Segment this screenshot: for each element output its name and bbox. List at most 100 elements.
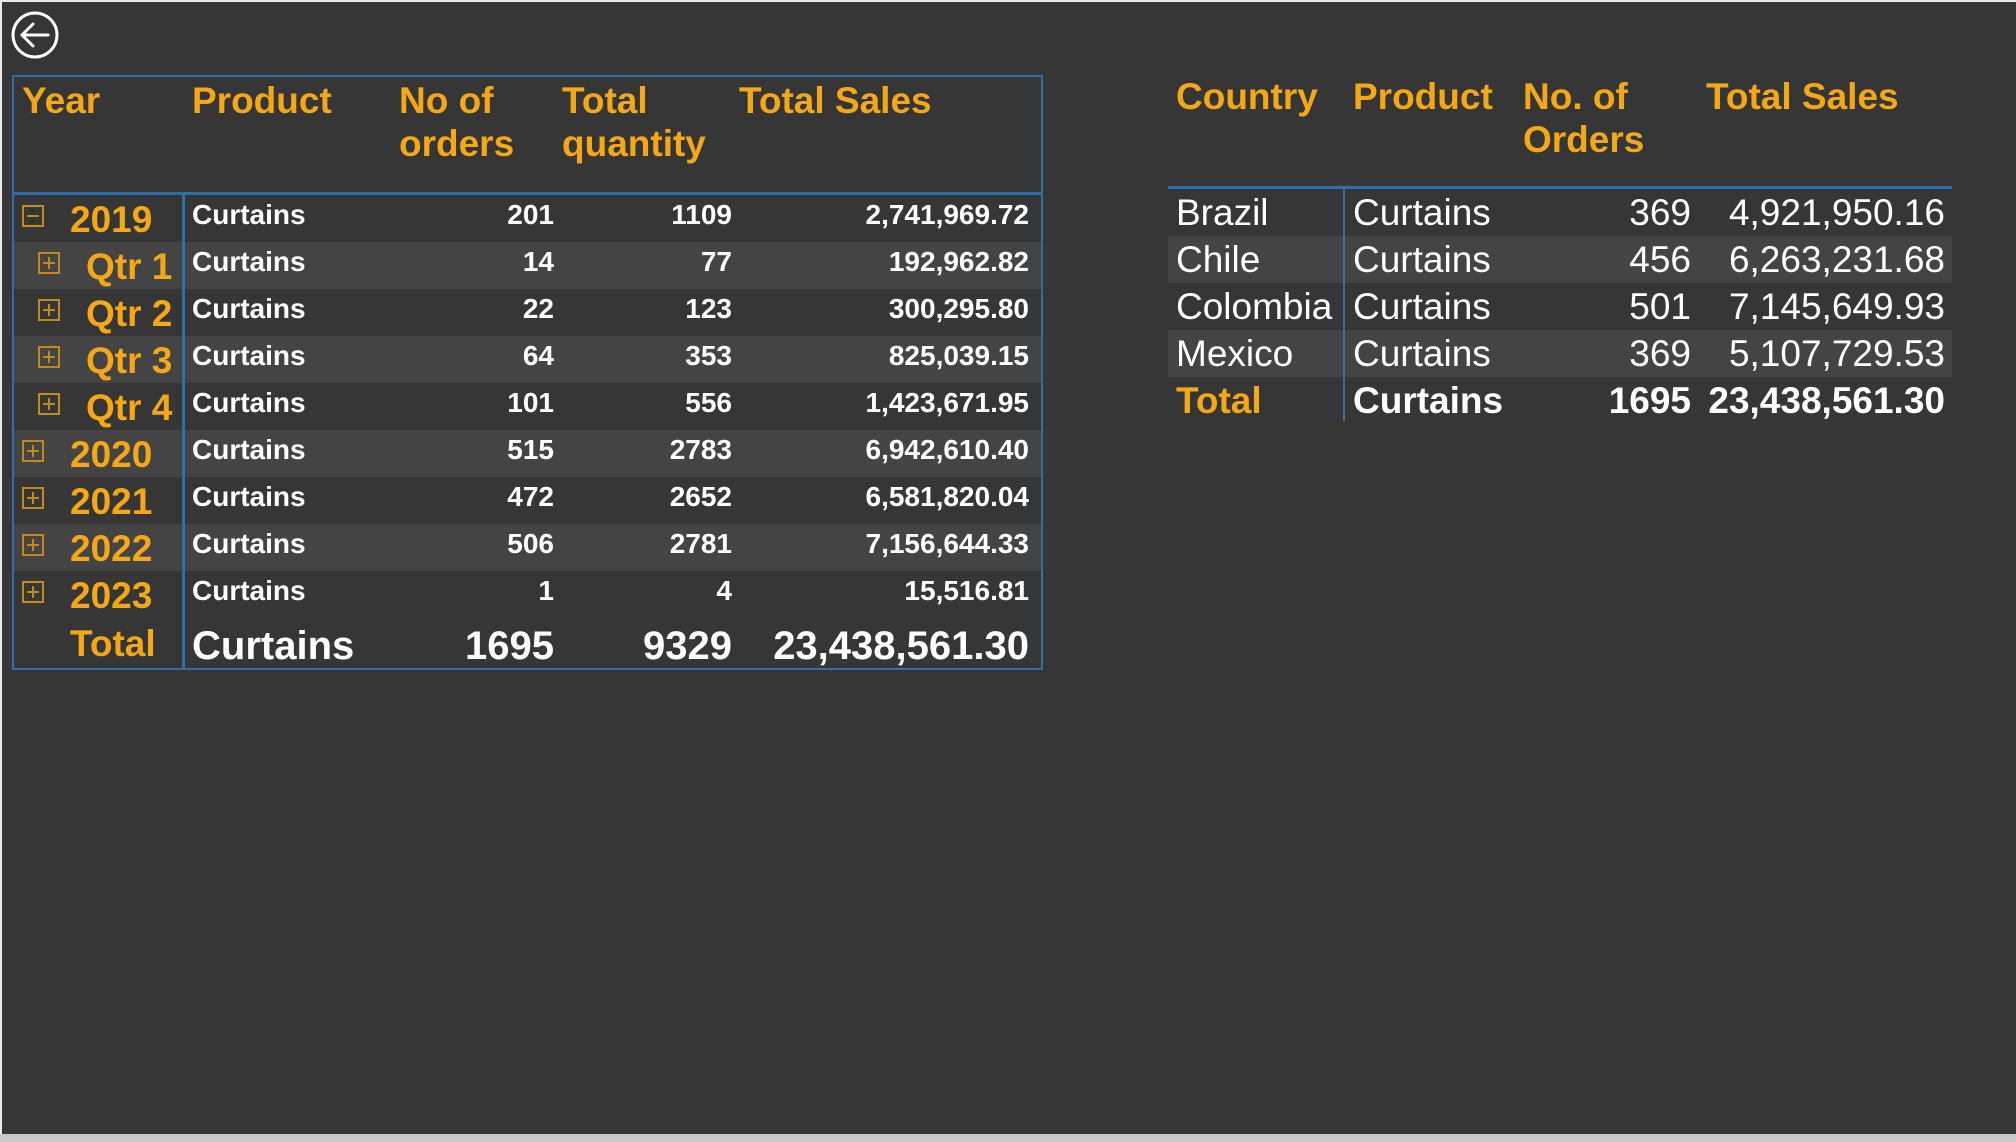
cell-product: Curtains	[192, 199, 306, 230]
header-divider	[14, 192, 1041, 195]
row-header-label: 2023	[70, 575, 153, 616]
matrix-row[interactable]: 2021 Curtains 472 2652 6,581,820.04	[14, 477, 1041, 524]
header-product[interactable]: Product	[1353, 76, 1493, 117]
collapse-minus-icon[interactable]	[22, 205, 44, 227]
cell-sales: 7,156,644.33	[865, 528, 1030, 559]
expand-plus-icon[interactable]	[38, 299, 60, 321]
cell-quantity: 2783	[669, 434, 732, 465]
table-row[interactable]: Colombia Curtains 501 7,145,649.93	[1168, 283, 1952, 330]
matrix-row[interactable]: 2023 Curtains 1 4 15,516.81	[14, 571, 1041, 618]
cell-quantity: 123	[685, 293, 732, 324]
cell-orders: 1695	[465, 624, 554, 668]
table-row[interactable]: Mexico Curtains 369 5,107,729.53	[1168, 330, 1952, 377]
matrix-row[interactable]: 2022 Curtains 506 2781 7,156,644.33	[14, 524, 1041, 571]
cell-quantity: 4	[716, 575, 732, 606]
row-header-label: Qtr 1	[86, 246, 173, 287]
matrix-row[interactable]: 2020 Curtains 515 2783 6,942,610.40	[14, 430, 1041, 477]
total-label: Total	[1176, 380, 1262, 421]
table-row[interactable]: Chile Curtains 456 6,263,231.68	[1168, 236, 1952, 283]
cell-country: Mexico	[1176, 333, 1294, 374]
horizontal-scrollbar[interactable]	[0, 1134, 2016, 1142]
cell-sales: 192,962.82	[888, 246, 1029, 277]
matrix-total-row: Total Curtains 1695 9329 23,438,561.30	[14, 618, 1041, 676]
total-label: Total	[70, 623, 156, 664]
cell-quantity: 353	[685, 340, 732, 371]
cell-sales: 4,921,950.16	[1728, 192, 1945, 233]
matrix-row[interactable]: 2019 Curtains 201 1109 2,741,969.72	[14, 195, 1041, 242]
cell-sales: 2,741,969.72	[865, 199, 1030, 230]
cell-sales: 825,039.15	[888, 340, 1029, 371]
cell-product: Curtains	[192, 624, 355, 668]
table-row[interactable]: Brazil Curtains 369 4,921,950.16	[1168, 189, 1952, 236]
cell-product: Curtains	[192, 481, 306, 512]
header-total-sales[interactable]: Total Sales	[1706, 76, 1899, 117]
cell-product: Curtains	[192, 528, 306, 559]
sales-matrix: Year Product No of orders Total quantity…	[12, 75, 1043, 670]
row-header-label: 2021	[70, 481, 153, 522]
cell-product: Curtains	[1353, 333, 1491, 374]
cell-product: Curtains	[1353, 239, 1491, 280]
cell-orders: 201	[507, 199, 554, 230]
expand-plus-icon[interactable]	[38, 252, 60, 274]
cell-product: Curtains	[192, 387, 306, 418]
column-divider	[1343, 189, 1345, 421]
back-arrow-icon	[11, 11, 59, 59]
matrix-row[interactable]: Qtr 2 Curtains 22 123 300,295.80	[14, 289, 1041, 336]
matrix-row[interactable]: Qtr 4 Curtains 101 556 1,423,671.95	[14, 383, 1041, 430]
cell-product: Curtains	[1353, 380, 1504, 421]
cell-product: Curtains	[1353, 192, 1491, 233]
expand-plus-icon[interactable]	[22, 440, 44, 462]
matrix-row[interactable]: Qtr 3 Curtains 64 353 825,039.15	[14, 336, 1041, 383]
cell-orders: 456	[1629, 239, 1691, 280]
cell-orders: 101	[507, 387, 554, 418]
cell-quantity: 2652	[669, 481, 732, 512]
cell-orders: 14	[522, 246, 554, 277]
header-country[interactable]: Country	[1176, 76, 1318, 117]
cell-sales: 1,423,671.95	[865, 387, 1030, 418]
header-no-of-orders[interactable]: No. of Orders	[1523, 76, 1645, 160]
row-band	[14, 524, 1041, 571]
cell-quantity: 2781	[669, 528, 732, 559]
cell-sales: 23,438,561.30	[773, 624, 1029, 668]
expand-plus-icon[interactable]	[22, 581, 44, 603]
row-band	[14, 336, 1041, 383]
header-no-of-orders[interactable]: No of orders	[399, 80, 515, 164]
back-button[interactable]	[10, 10, 60, 60]
header-product[interactable]: Product	[192, 80, 332, 121]
matrix-row[interactable]: Qtr 1 Curtains 14 77 192,962.82	[14, 242, 1041, 289]
expand-plus-icon[interactable]	[22, 534, 44, 556]
cell-quantity: 1109	[671, 199, 732, 230]
cell-country: Brazil	[1176, 192, 1269, 233]
cell-sales: 6,581,820.04	[865, 481, 1030, 512]
cell-orders: 515	[507, 434, 554, 465]
expand-plus-icon[interactable]	[22, 487, 44, 509]
matrix-body: 2019 Curtains 201 1109 2,741,969.72 Qtr 1 Curt…	[14, 195, 1041, 676]
cell-quantity: 556	[685, 387, 732, 418]
expand-plus-icon[interactable]	[38, 393, 60, 415]
cell-sales: 23,438,561.30	[1708, 380, 1945, 421]
header-year[interactable]: Year	[22, 80, 101, 121]
header-total-quantity[interactable]: Total quantity	[562, 80, 706, 164]
table-body: Brazil Curtains 369 4,921,950.16 Chile Curtai…	[1168, 189, 1952, 424]
cell-product: Curtains	[192, 293, 306, 324]
cell-product: Curtains	[192, 575, 306, 606]
cell-quantity: 9329	[643, 624, 732, 668]
cell-product: Curtains	[192, 434, 306, 465]
cell-orders: 1	[538, 575, 554, 606]
header-total-sales[interactable]: Total Sales	[739, 80, 932, 121]
cell-country: Colombia	[1176, 286, 1333, 327]
cell-orders: 472	[507, 481, 554, 512]
cell-sales: 15,516.81	[904, 575, 1029, 606]
row-header-label: Qtr 3	[86, 340, 173, 381]
header-divider	[1168, 186, 1952, 189]
row-header-label: 2019	[70, 199, 153, 240]
cell-product: Curtains	[1353, 286, 1491, 327]
cell-sales: 6,263,231.68	[1728, 239, 1945, 280]
expand-plus-icon[interactable]	[38, 346, 60, 368]
row-header-label: Qtr 4	[86, 387, 173, 428]
cell-product: Curtains	[192, 246, 306, 277]
cell-sales: 7,145,649.93	[1728, 286, 1945, 327]
cell-orders: 369	[1629, 333, 1691, 374]
cell-sales: 300,295.80	[888, 293, 1029, 324]
